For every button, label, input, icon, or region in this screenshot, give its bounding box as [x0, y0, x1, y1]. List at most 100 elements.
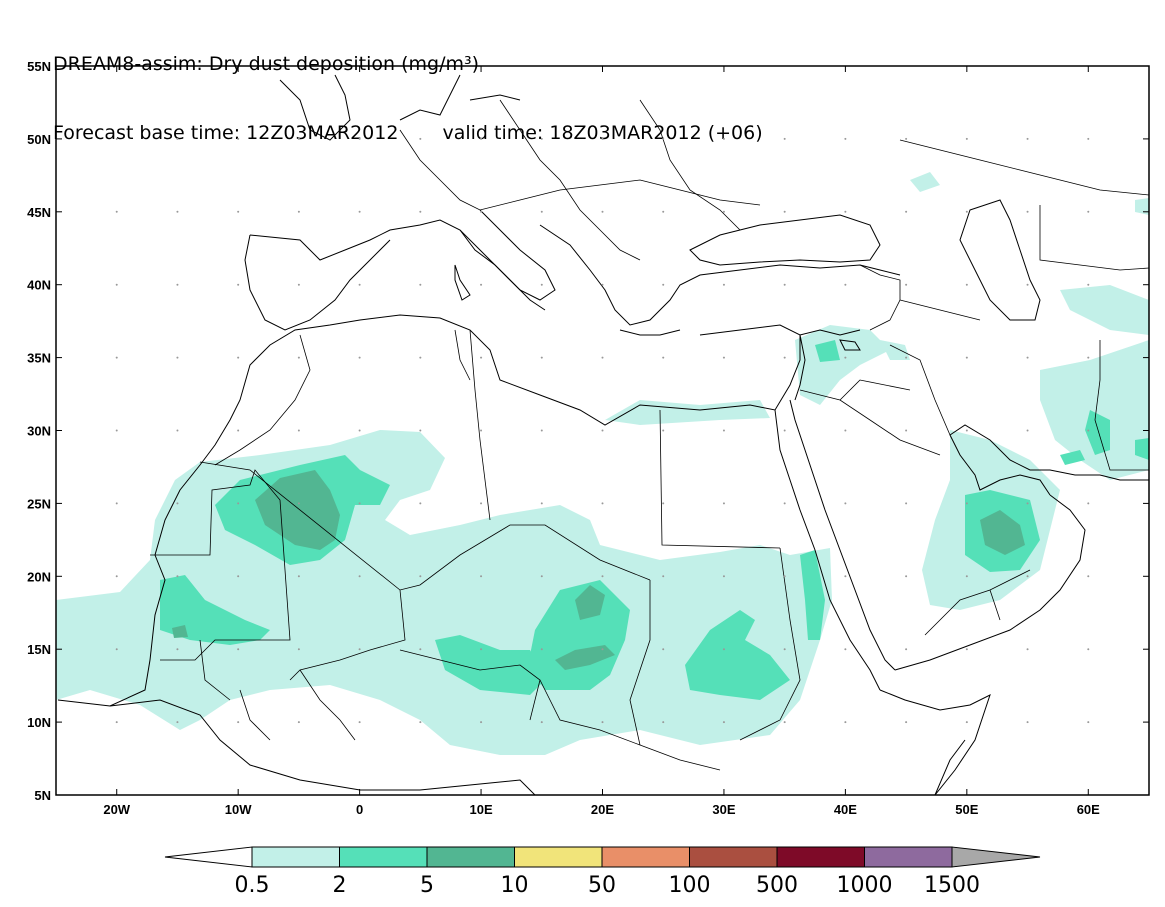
graticule-dot [783, 429, 786, 432]
valid-time: valid time: 18Z03MAR2012 (+06) [442, 122, 763, 144]
graticule-dot [601, 283, 604, 286]
lat-label: 55N [27, 59, 51, 74]
dust-max-sahara-west [255, 470, 340, 550]
graticule-dot [297, 648, 300, 651]
lat-label: 50N [27, 132, 51, 147]
graticule-dot [965, 356, 968, 359]
graticule-dot [419, 575, 422, 578]
graticule-dot [480, 210, 483, 213]
legend-label: 5 [420, 873, 434, 898]
graticule-dot [905, 502, 908, 505]
graticule-dot [844, 502, 847, 505]
lat-label: 25N [27, 496, 51, 511]
graticule-dot [115, 210, 118, 213]
lat-label: 40N [27, 278, 51, 293]
lat-label: 5N [34, 788, 51, 803]
graticule-dot [297, 502, 300, 505]
dust-area-central-asia [1135, 198, 1149, 215]
graticule-dot [662, 648, 665, 651]
legend-swatch [251, 846, 340, 868]
border-algeria-mali [199, 461, 651, 591]
coast-caspian [959, 199, 1041, 321]
graticule-dot [540, 283, 543, 286]
border-europe-2 [499, 99, 641, 261]
graticule-dot [783, 648, 786, 651]
graticule-dot [722, 210, 725, 213]
graticule-dot [1087, 429, 1090, 432]
graticule-dot [237, 356, 240, 359]
border-kazakhstan-uzbek [1039, 205, 1149, 271]
graticule-dot [601, 210, 604, 213]
coast-iberia [244, 234, 391, 331]
graticule-dot [419, 137, 422, 140]
graticule-dot [905, 721, 908, 724]
graticule-dot [905, 429, 908, 432]
coast-europe-south [249, 209, 556, 301]
lon-label: 30E [712, 802, 735, 817]
graticule-dot [965, 137, 968, 140]
dust-max-arabia [980, 510, 1025, 555]
graticule-dot [965, 429, 968, 432]
graticule-dot [358, 575, 361, 578]
graticule-dot [297, 721, 300, 724]
dust-core-niger-chad [435, 635, 545, 695]
graticule-dot [176, 575, 179, 578]
lat-label: 20N [27, 569, 51, 584]
graticule-dot [601, 648, 604, 651]
graticule-dot [722, 502, 725, 505]
graticule-dot [540, 356, 543, 359]
graticule-dot [601, 137, 604, 140]
graticule-dot [540, 429, 543, 432]
lat-label: 45N [27, 205, 51, 220]
legend-label: 10 [501, 873, 529, 898]
dust-core-iran [1085, 410, 1110, 455]
graticule-dot [722, 575, 725, 578]
graticule-dot [1087, 283, 1090, 286]
dust-max-mauritania [172, 625, 188, 638]
graticule-dot [1026, 356, 1029, 359]
graticule-dot [480, 648, 483, 651]
graticule-dot [1026, 502, 1029, 505]
lat-label: 30N [27, 424, 51, 439]
border-libya-egypt [659, 409, 781, 549]
graticule-dot [115, 356, 118, 359]
border-central-africa [539, 679, 721, 771]
border-morocco-algeria [214, 334, 311, 466]
graticule-dot [783, 210, 786, 213]
graticule-dot [844, 429, 847, 432]
graticule-dot [601, 721, 604, 724]
graticule-dot [905, 648, 908, 651]
graticule-dot [1026, 137, 1029, 140]
graticule-dot [540, 210, 543, 213]
graticule-dot [297, 429, 300, 432]
color-bar-legend: 0.5 2 5 10 50 100 500 1000 1500 [164, 846, 1041, 898]
graticule-dot [601, 429, 604, 432]
graticule-dot [176, 648, 179, 651]
legend-low-arrow [164, 846, 253, 868]
coast-red-sea-east [789, 399, 896, 671]
coast-red-sea-west [774, 409, 881, 691]
graticule-dot [540, 648, 543, 651]
graticule-dot [358, 356, 361, 359]
graticule-dot [115, 575, 118, 578]
legend-swatch [601, 846, 690, 868]
graticule-dot [1087, 648, 1090, 651]
graticule-dot [297, 210, 300, 213]
graticule-dot [662, 137, 665, 140]
dust-core-mauritania [160, 575, 270, 645]
lon-label: 0 [356, 802, 363, 817]
coast-uk-scandinavia [279, 74, 521, 141]
graticule-dot [722, 137, 725, 140]
legend-label: 1500 [924, 873, 980, 898]
border-russia-kazakhstan [899, 139, 1149, 196]
graticule-dot [237, 721, 240, 724]
lon-label: 20E [591, 802, 614, 817]
lon-label: 40E [834, 802, 857, 817]
graticule-dot [965, 502, 968, 505]
graticule-dot [176, 283, 179, 286]
dust-area-iran [1040, 340, 1149, 480]
graticule-dot [237, 283, 240, 286]
graticule-dot [1087, 721, 1090, 724]
graticule-dot [662, 721, 665, 724]
